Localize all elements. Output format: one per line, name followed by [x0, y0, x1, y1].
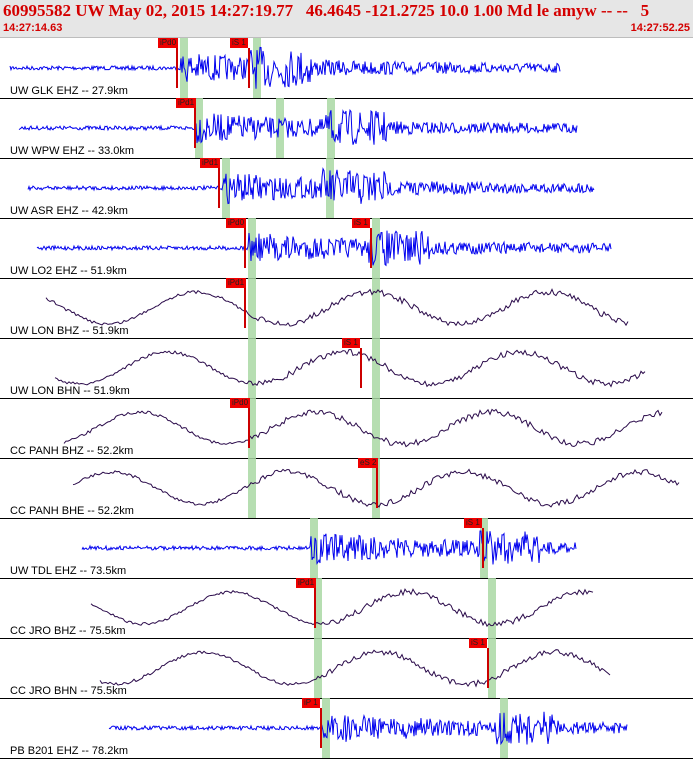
station-label: CC JRO BHZ -- 75.5km: [10, 625, 126, 637]
seismogram-waveform: [18, 109, 578, 145]
station-label: CC PANH BHE -- 52.2km: [10, 505, 134, 517]
pick-window-band: [500, 698, 508, 758]
station-label: UW TDL EHZ -- 73.5km: [10, 565, 127, 577]
phase-pick-marker[interactable]: [376, 468, 378, 508]
pick-window-band: [322, 698, 330, 758]
trace-panel[interactable]: iS 1 CC JRO BHN -- 75.5km: [0, 638, 693, 699]
phase-pick-marker[interactable]: [248, 408, 250, 448]
start-time: 14:27:14.63: [3, 22, 63, 34]
pick-window-band: [314, 578, 322, 638]
phase-pick-marker[interactable]: [244, 288, 246, 328]
phase-pick-marker[interactable]: [176, 48, 178, 88]
pick-window-band: [248, 398, 256, 458]
pick-window-band: [222, 158, 230, 218]
pick-window-band: [276, 98, 284, 158]
pick-window-band: [248, 338, 256, 398]
station-label: UW LON BHZ -- 51.9km: [10, 325, 129, 337]
pick-window-band: [372, 338, 380, 398]
seismogram-waveform: [45, 288, 629, 327]
pick-window-band: [488, 578, 496, 638]
end-time: 14:27:52.25: [630, 22, 690, 34]
pick-window-band: [248, 458, 256, 518]
station-label: UW GLK EHZ -- 27.9km: [10, 85, 128, 97]
trace-panel[interactable]: eS 2 CC PANH BHE -- 52.2km: [0, 458, 693, 519]
trace-panel[interactable]: iPd1 UW WPW EHZ -- 33.0km: [0, 98, 693, 159]
phase-pick-marker[interactable]: [482, 528, 484, 568]
pick-window-band: [372, 278, 380, 338]
phase-pick-label[interactable]: iPd1: [176, 98, 197, 108]
seismogram-waveform: [63, 408, 663, 448]
trace-panel[interactable]: iPd1 UW ASR EHZ -- 42.9km: [0, 158, 693, 219]
station-label: UW ASR EHZ -- 42.9km: [10, 205, 128, 217]
phase-pick-marker[interactable]: [360, 348, 362, 388]
phase-pick-marker[interactable]: [320, 708, 322, 748]
phase-pick-marker[interactable]: [194, 108, 196, 148]
station-label: CC JRO BHN -- 75.5km: [10, 685, 127, 697]
phase-pick-label[interactable]: iS 1: [464, 518, 482, 528]
trace-panel[interactable]: iS 1 UW TDL EHZ -- 73.5km: [0, 518, 693, 579]
station-label: UW LON BHN -- 51.9km: [10, 385, 130, 397]
phase-pick-marker[interactable]: [248, 48, 250, 88]
station-label: UW LO2 EHZ -- 51.9km: [10, 265, 127, 277]
pick-window-band: [488, 638, 496, 698]
trace-panel[interactable]: iPd0 CC PANH BHZ -- 52.2km: [0, 398, 693, 459]
phase-pick-marker[interactable]: [487, 648, 489, 688]
phase-pick-label[interactable]: iPd1: [200, 158, 221, 168]
pick-window-band: [372, 398, 380, 458]
seismogram-waveform: [36, 230, 612, 267]
phase-pick-label[interactable]: iS 1: [469, 638, 487, 648]
phase-pick-marker[interactable]: [314, 588, 316, 628]
seismogram-waveform: [54, 349, 646, 388]
trace-panel[interactable]: iS 1 UW LON BHN -- 51.9km: [0, 338, 693, 399]
station-label: CC PANH BHZ -- 52.2km: [10, 445, 134, 457]
phase-pick-label[interactable]: iPd1: [226, 278, 247, 288]
event-title: 60995582 UW May 02, 2015 14:27:19.77 46.…: [3, 1, 650, 20]
phase-pick-marker[interactable]: [218, 168, 220, 208]
pick-window-band: [195, 98, 203, 158]
phase-pick-marker[interactable]: [244, 228, 246, 268]
seismogram-waveform: [81, 530, 577, 565]
pick-window-band: [314, 638, 322, 698]
phase-pick-marker[interactable]: [370, 228, 372, 268]
pick-window-band: [480, 518, 488, 578]
pick-window-band: [326, 158, 334, 218]
phase-pick-label[interactable]: iS 1: [352, 218, 370, 228]
trace-panel[interactable]: iPd0 iS 1 UW LO2 EHZ -- 51.9km: [0, 218, 693, 279]
trace-panel[interactable]: iPd1 CC JRO BHZ -- 75.5km: [0, 578, 693, 639]
trace-panel[interactable]: iPd0 iS 1 UW GLK EHZ -- 27.9km: [0, 38, 693, 99]
phase-pick-label[interactable]: iPd0: [230, 398, 251, 408]
phase-pick-label[interactable]: iPd1: [296, 578, 317, 588]
phase-pick-label[interactable]: iP 1: [302, 698, 320, 708]
phase-pick-label[interactable]: iS 1: [230, 38, 248, 48]
seismogram-waveform: [99, 649, 611, 688]
seismogram-waveform: [9, 46, 561, 89]
header-bar: 60995582 UW May 02, 2015 14:27:19.77 46.…: [0, 0, 693, 38]
trace-panel[interactable]: iPd1 UW LON BHZ -- 51.9km: [0, 278, 693, 339]
pick-window-band: [327, 98, 335, 158]
phase-pick-label[interactable]: iPd0: [158, 38, 179, 48]
station-label: PB B201 EHZ -- 78.2km: [10, 745, 128, 757]
pick-window-band: [248, 278, 256, 338]
phase-pick-label[interactable]: iS 1: [342, 338, 360, 348]
seismogram-waveform: [90, 588, 594, 628]
phase-pick-label[interactable]: eS 2: [358, 458, 379, 468]
phase-pick-label[interactable]: iPd0: [226, 218, 247, 228]
seismogram-waveform: [108, 711, 628, 746]
station-label: UW WPW EHZ -- 33.0km: [10, 145, 135, 157]
trace-panel[interactable]: iP 1 PB B201 EHZ -- 78.2km: [0, 698, 693, 759]
seismogram-waveform: [27, 167, 595, 205]
